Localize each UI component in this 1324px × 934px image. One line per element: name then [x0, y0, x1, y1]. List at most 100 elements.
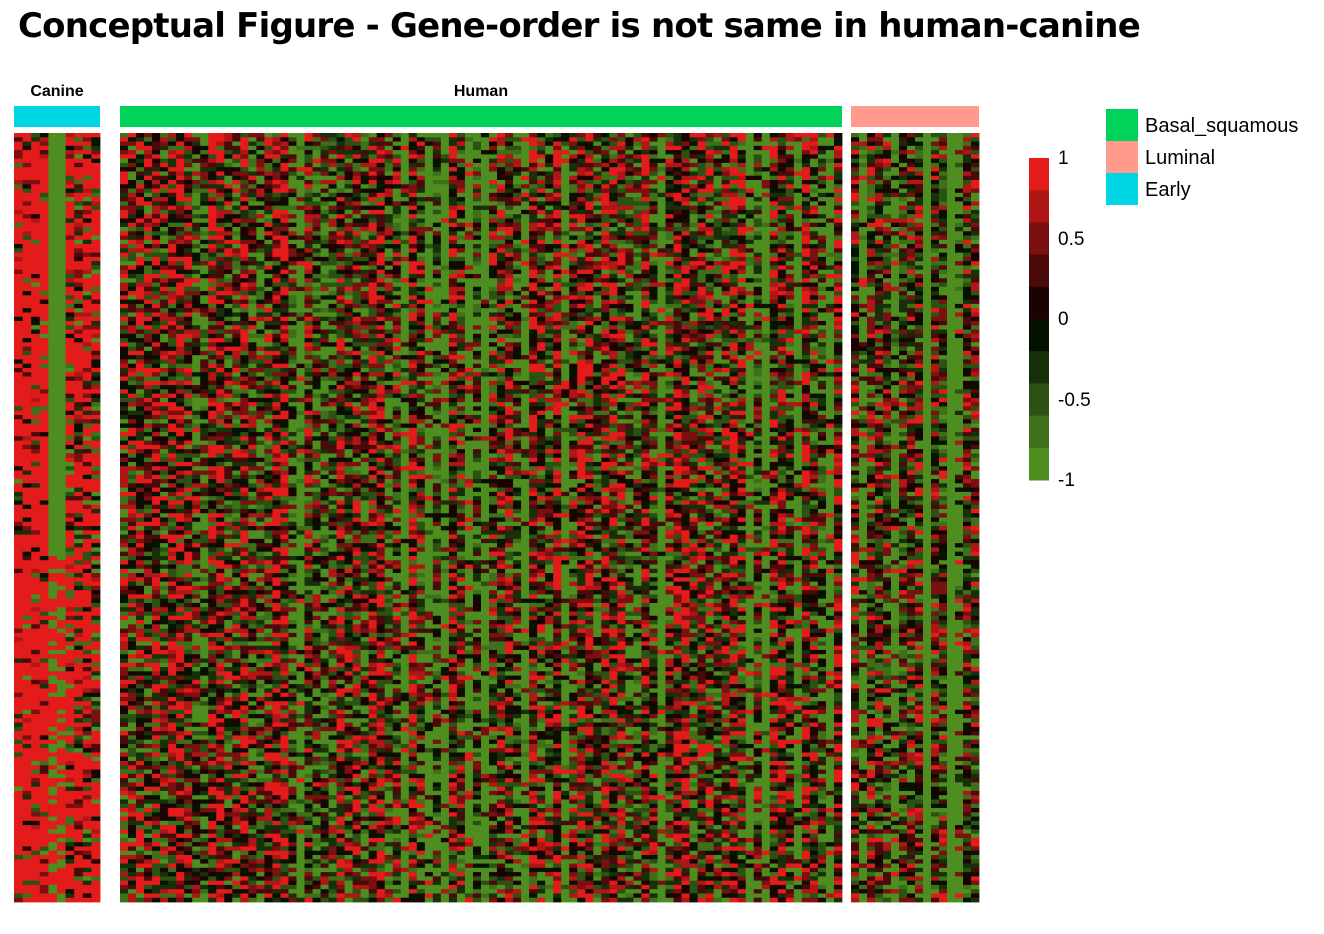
heatmap-cell	[39, 474, 49, 480]
heatmap-cell	[39, 752, 49, 758]
heatmap-cell	[39, 158, 49, 164]
heatmap-cell	[208, 893, 217, 899]
heatmap-cell	[91, 628, 101, 634]
heatmap-cell	[136, 829, 145, 835]
heatmap-cell	[240, 594, 249, 600]
heatmap-cell	[232, 722, 241, 728]
heatmap-cell	[256, 346, 265, 352]
heatmap-cell	[144, 141, 153, 147]
heatmap-cell	[74, 773, 84, 779]
heatmap-cell	[74, 620, 84, 625]
heatmap-cell	[248, 812, 257, 817]
heatmap-cell	[65, 209, 75, 215]
heatmap-cell	[192, 756, 201, 762]
heatmap-cell	[248, 726, 257, 732]
heatmap-cell	[216, 538, 225, 544]
heatmap-cell	[248, 406, 257, 412]
heatmap-cell	[120, 500, 129, 506]
heatmap-cell	[65, 291, 75, 296]
heatmap-cell	[22, 449, 32, 454]
heatmap-cell	[14, 662, 23, 668]
heatmap-cell	[240, 248, 249, 254]
heatmap-cell	[184, 303, 193, 309]
heatmap-cell	[144, 402, 153, 407]
heatmap-cell	[152, 496, 161, 501]
heatmap-cell	[240, 192, 249, 198]
heatmap-cell	[240, 273, 249, 279]
heatmap-cell	[176, 286, 185, 292]
heatmap-cell	[176, 786, 185, 792]
heatmap-cell	[39, 261, 49, 266]
heatmap-cell	[192, 654, 201, 659]
heatmap-cell	[240, 470, 249, 476]
heatmap-cell	[128, 688, 137, 694]
heatmap-cell	[57, 859, 66, 864]
heatmap-cell	[168, 218, 177, 224]
heatmap-cell	[152, 620, 161, 625]
heatmap-cell	[224, 432, 233, 437]
heatmap-cell	[65, 239, 75, 245]
heatmap-cell	[74, 513, 84, 518]
heatmap-cell	[176, 833, 185, 839]
heatmap-cell	[136, 192, 145, 198]
heatmap-cell	[120, 782, 129, 788]
heatmap-cell	[160, 222, 169, 228]
heatmap-cell	[208, 355, 217, 360]
heatmap-cell	[184, 654, 193, 659]
heatmap-cell	[224, 312, 233, 318]
heatmap-cell	[57, 889, 66, 894]
heatmap-cell	[91, 538, 101, 544]
heatmap-cell	[136, 201, 145, 207]
heatmap-cell	[192, 641, 201, 647]
heatmap-cell	[240, 543, 249, 548]
heatmap-cell	[120, 158, 129, 164]
heatmap-cell	[48, 517, 58, 523]
heatmap-cell	[48, 453, 58, 459]
heatmap-cell	[216, 214, 225, 219]
heatmap-cell	[232, 590, 241, 595]
heatmap-cell	[176, 440, 185, 446]
heatmap-cell	[216, 833, 225, 839]
heatmap-cell	[232, 696, 241, 702]
heatmap-cell	[168, 235, 177, 241]
heatmap-cell	[232, 585, 241, 591]
heatmap-cell	[128, 837, 137, 843]
heatmap-cell	[184, 461, 193, 467]
heatmap-cell	[240, 205, 249, 211]
heatmap-cell	[65, 432, 75, 437]
heatmap-cell	[184, 735, 193, 741]
heatmap-cell	[184, 620, 193, 625]
heatmap-cell	[74, 692, 84, 698]
heatmap-cell	[216, 726, 225, 732]
heatmap-cell	[216, 568, 225, 574]
heatmap-cell	[200, 880, 209, 886]
heatmap-cell	[14, 889, 23, 894]
heatmap-cell	[57, 171, 66, 177]
heatmap-cell	[144, 299, 153, 305]
heatmap-cell	[200, 137, 209, 142]
heatmap-cell	[200, 803, 209, 809]
heatmap-cell	[82, 795, 92, 800]
heatmap-cell	[192, 427, 201, 433]
heatmap-cell	[248, 436, 257, 441]
heatmap-cell	[240, 808, 249, 813]
heatmap-cell	[65, 808, 75, 813]
heatmap-cell	[65, 521, 75, 527]
heatmap-cell	[200, 479, 209, 484]
heatmap-cell	[14, 833, 23, 839]
heatmap-cell	[176, 756, 185, 762]
heatmap-cell	[48, 342, 58, 348]
heatmap-cell	[240, 367, 249, 373]
heatmap-panel-canine	[14, 133, 101, 903]
heatmap-cell	[192, 308, 201, 313]
heatmap-cell	[39, 799, 49, 805]
heatmap-cell	[128, 410, 137, 416]
heatmap-cell	[240, 761, 249, 766]
heatmap-cell	[31, 628, 41, 634]
heatmap-cell	[192, 543, 201, 548]
heatmap-cell	[65, 555, 75, 561]
heatmap-cell	[14, 667, 23, 672]
heatmap-cell	[248, 466, 257, 471]
heatmap-cell	[82, 726, 92, 732]
heatmap-cell	[184, 162, 193, 168]
